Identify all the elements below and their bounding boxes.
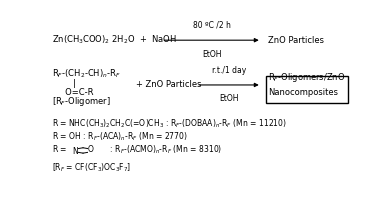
Text: R = OH : R$_F$-(ACA)$_n$-R$_F$ (Mn = 2770): R = OH : R$_F$-(ACA)$_n$-R$_F$ (Mn = 277… (52, 131, 188, 143)
Text: R = NHC(CH$_3$)$_2$CH$_2$C(=O)CH$_3$ : R$_F$-(DOBAA)$_n$-R$_F$ (Mn = 11210): R = NHC(CH$_3$)$_2$CH$_2$C(=O)CH$_3$ : R… (52, 117, 287, 130)
Text: EtOH: EtOH (202, 50, 221, 59)
Text: Nanocomposites: Nanocomposites (268, 88, 338, 97)
Bar (266, 75, 348, 103)
Text: R$_F$-Oligomers/ZnO: R$_F$-Oligomers/ZnO (268, 71, 345, 84)
Text: R$_F$-(CH$_2$-CH)$_n$-R$_F$: R$_F$-(CH$_2$-CH)$_n$-R$_F$ (52, 68, 121, 80)
Text: [R$_F$ = CF(CF$_3$)OC$_3$F$_7$]: [R$_F$ = CF(CF$_3$)OC$_3$F$_7$] (52, 161, 131, 174)
Text: 80 ºC /2 h: 80 ºC /2 h (192, 21, 230, 30)
Text: [R$_F$-Oligomer]: [R$_F$-Oligomer] (52, 95, 111, 108)
Text: + ZnO Particles: + ZnO Particles (136, 80, 201, 90)
Text: R =                  : R$_F$-(ACMO)$_n$-R$_F$ (Mn = 8310): R = : R$_F$-(ACMO)$_n$-R$_F$ (Mn = 8310) (52, 144, 222, 156)
Text: O=C-R: O=C-R (52, 88, 94, 96)
Text: EtOH: EtOH (219, 94, 239, 103)
Text: |: | (52, 79, 76, 88)
Text: ZnO Particles: ZnO Particles (268, 36, 324, 45)
Text: N: N (72, 147, 78, 156)
Text: Zn(CH$_3$COO)$_2$ 2H$_2$O  +  NaOH: Zn(CH$_3$COO)$_2$ 2H$_2$O + NaOH (52, 34, 177, 47)
Text: r.t./1 day: r.t./1 day (212, 66, 246, 75)
Text: O: O (88, 145, 94, 154)
